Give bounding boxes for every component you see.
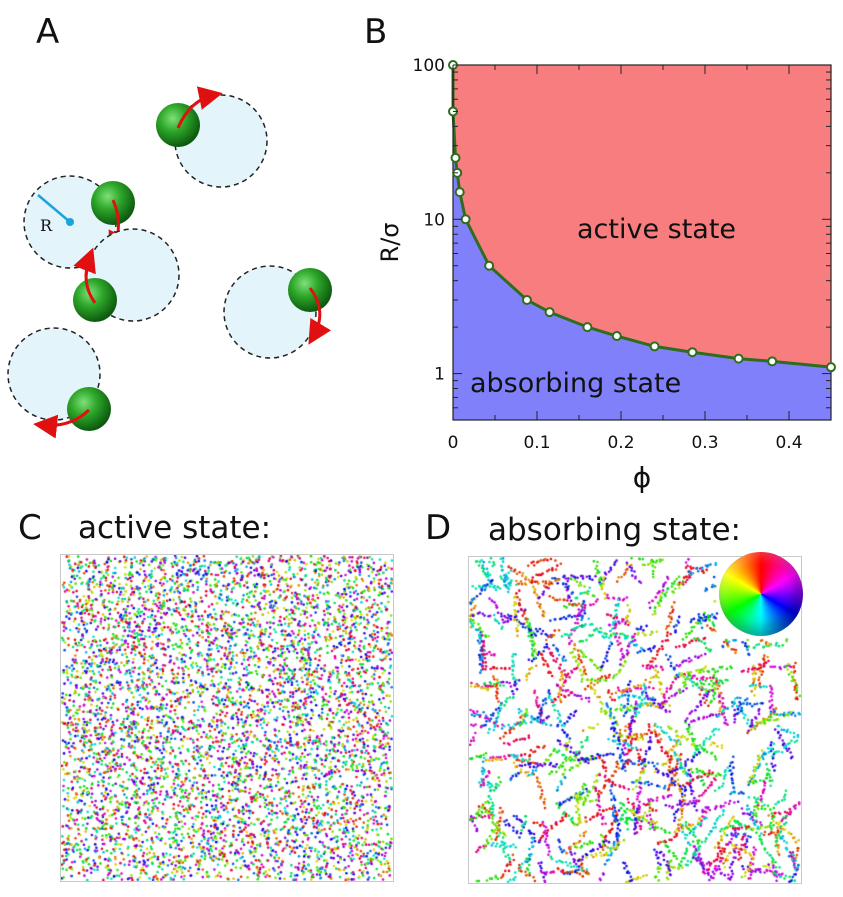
active-state-snapshot (60, 554, 394, 882)
orientation-color-wheel (719, 552, 803, 636)
x-axis-label: ϕ (633, 461, 651, 494)
active-state-particles (61, 555, 393, 881)
particle-unit-4 (223, 265, 332, 359)
radius-line (37, 194, 71, 223)
y-axis-label: R/σ (376, 223, 404, 263)
data-point (452, 167, 463, 178)
data-point (611, 331, 622, 342)
x-tick-label: 0.1 (523, 433, 550, 453)
x-tick-label: 0.2 (607, 433, 634, 453)
x-tick-label: 0.4 (775, 433, 802, 453)
data-point (733, 353, 744, 364)
data-point (767, 356, 778, 367)
data-point (649, 341, 660, 352)
active-state-region-label: active state (577, 214, 736, 245)
radius-center-dot (66, 218, 74, 226)
data-point (454, 187, 465, 198)
data-point (460, 214, 471, 225)
rotation-arrow (176, 86, 223, 129)
plot-frame (452, 64, 832, 421)
particle-unit-3 (73, 228, 180, 322)
panel-c-heading: active state: (78, 510, 272, 546)
x-tick-label: 0 (448, 433, 459, 453)
data-point (582, 322, 593, 333)
rotation-arrow (308, 287, 332, 345)
data-point (544, 307, 555, 318)
absorbing-state-region-label: absorbing state (470, 368, 681, 399)
active-region (453, 65, 831, 368)
panel-d-heading: absorbing state: (488, 512, 741, 548)
y-tick-label: 1 (434, 365, 445, 385)
data-point (448, 106, 458, 117)
particle-ball (67, 387, 111, 431)
panel-a-schematic: R (7, 86, 332, 439)
data-point (521, 294, 532, 305)
x-tick-label: 0.3 (691, 433, 718, 453)
data-point (448, 60, 458, 70)
particle-unit-1 (156, 86, 268, 188)
panel-d-letter: D (425, 508, 452, 548)
particle-unit-5 (7, 327, 111, 439)
particle-ball (73, 278, 117, 322)
data-point (826, 362, 836, 373)
panel-a-letter: A (36, 12, 60, 52)
phase-boundary-line (451, 65, 832, 369)
absorbing-region (453, 65, 831, 420)
rotation-arrow (33, 408, 91, 439)
y-tick-label: 10 (423, 210, 445, 230)
radius-label: R (40, 216, 53, 235)
panel-b-letter: B (364, 12, 388, 52)
data-point (687, 347, 698, 358)
data-point (484, 260, 495, 271)
data-point (450, 152, 461, 163)
particle-unit-2: R (23, 175, 135, 269)
rotation-arrow (73, 247, 97, 304)
y-tick-label: 100 (413, 56, 445, 76)
panel-c-letter: C (18, 508, 42, 548)
